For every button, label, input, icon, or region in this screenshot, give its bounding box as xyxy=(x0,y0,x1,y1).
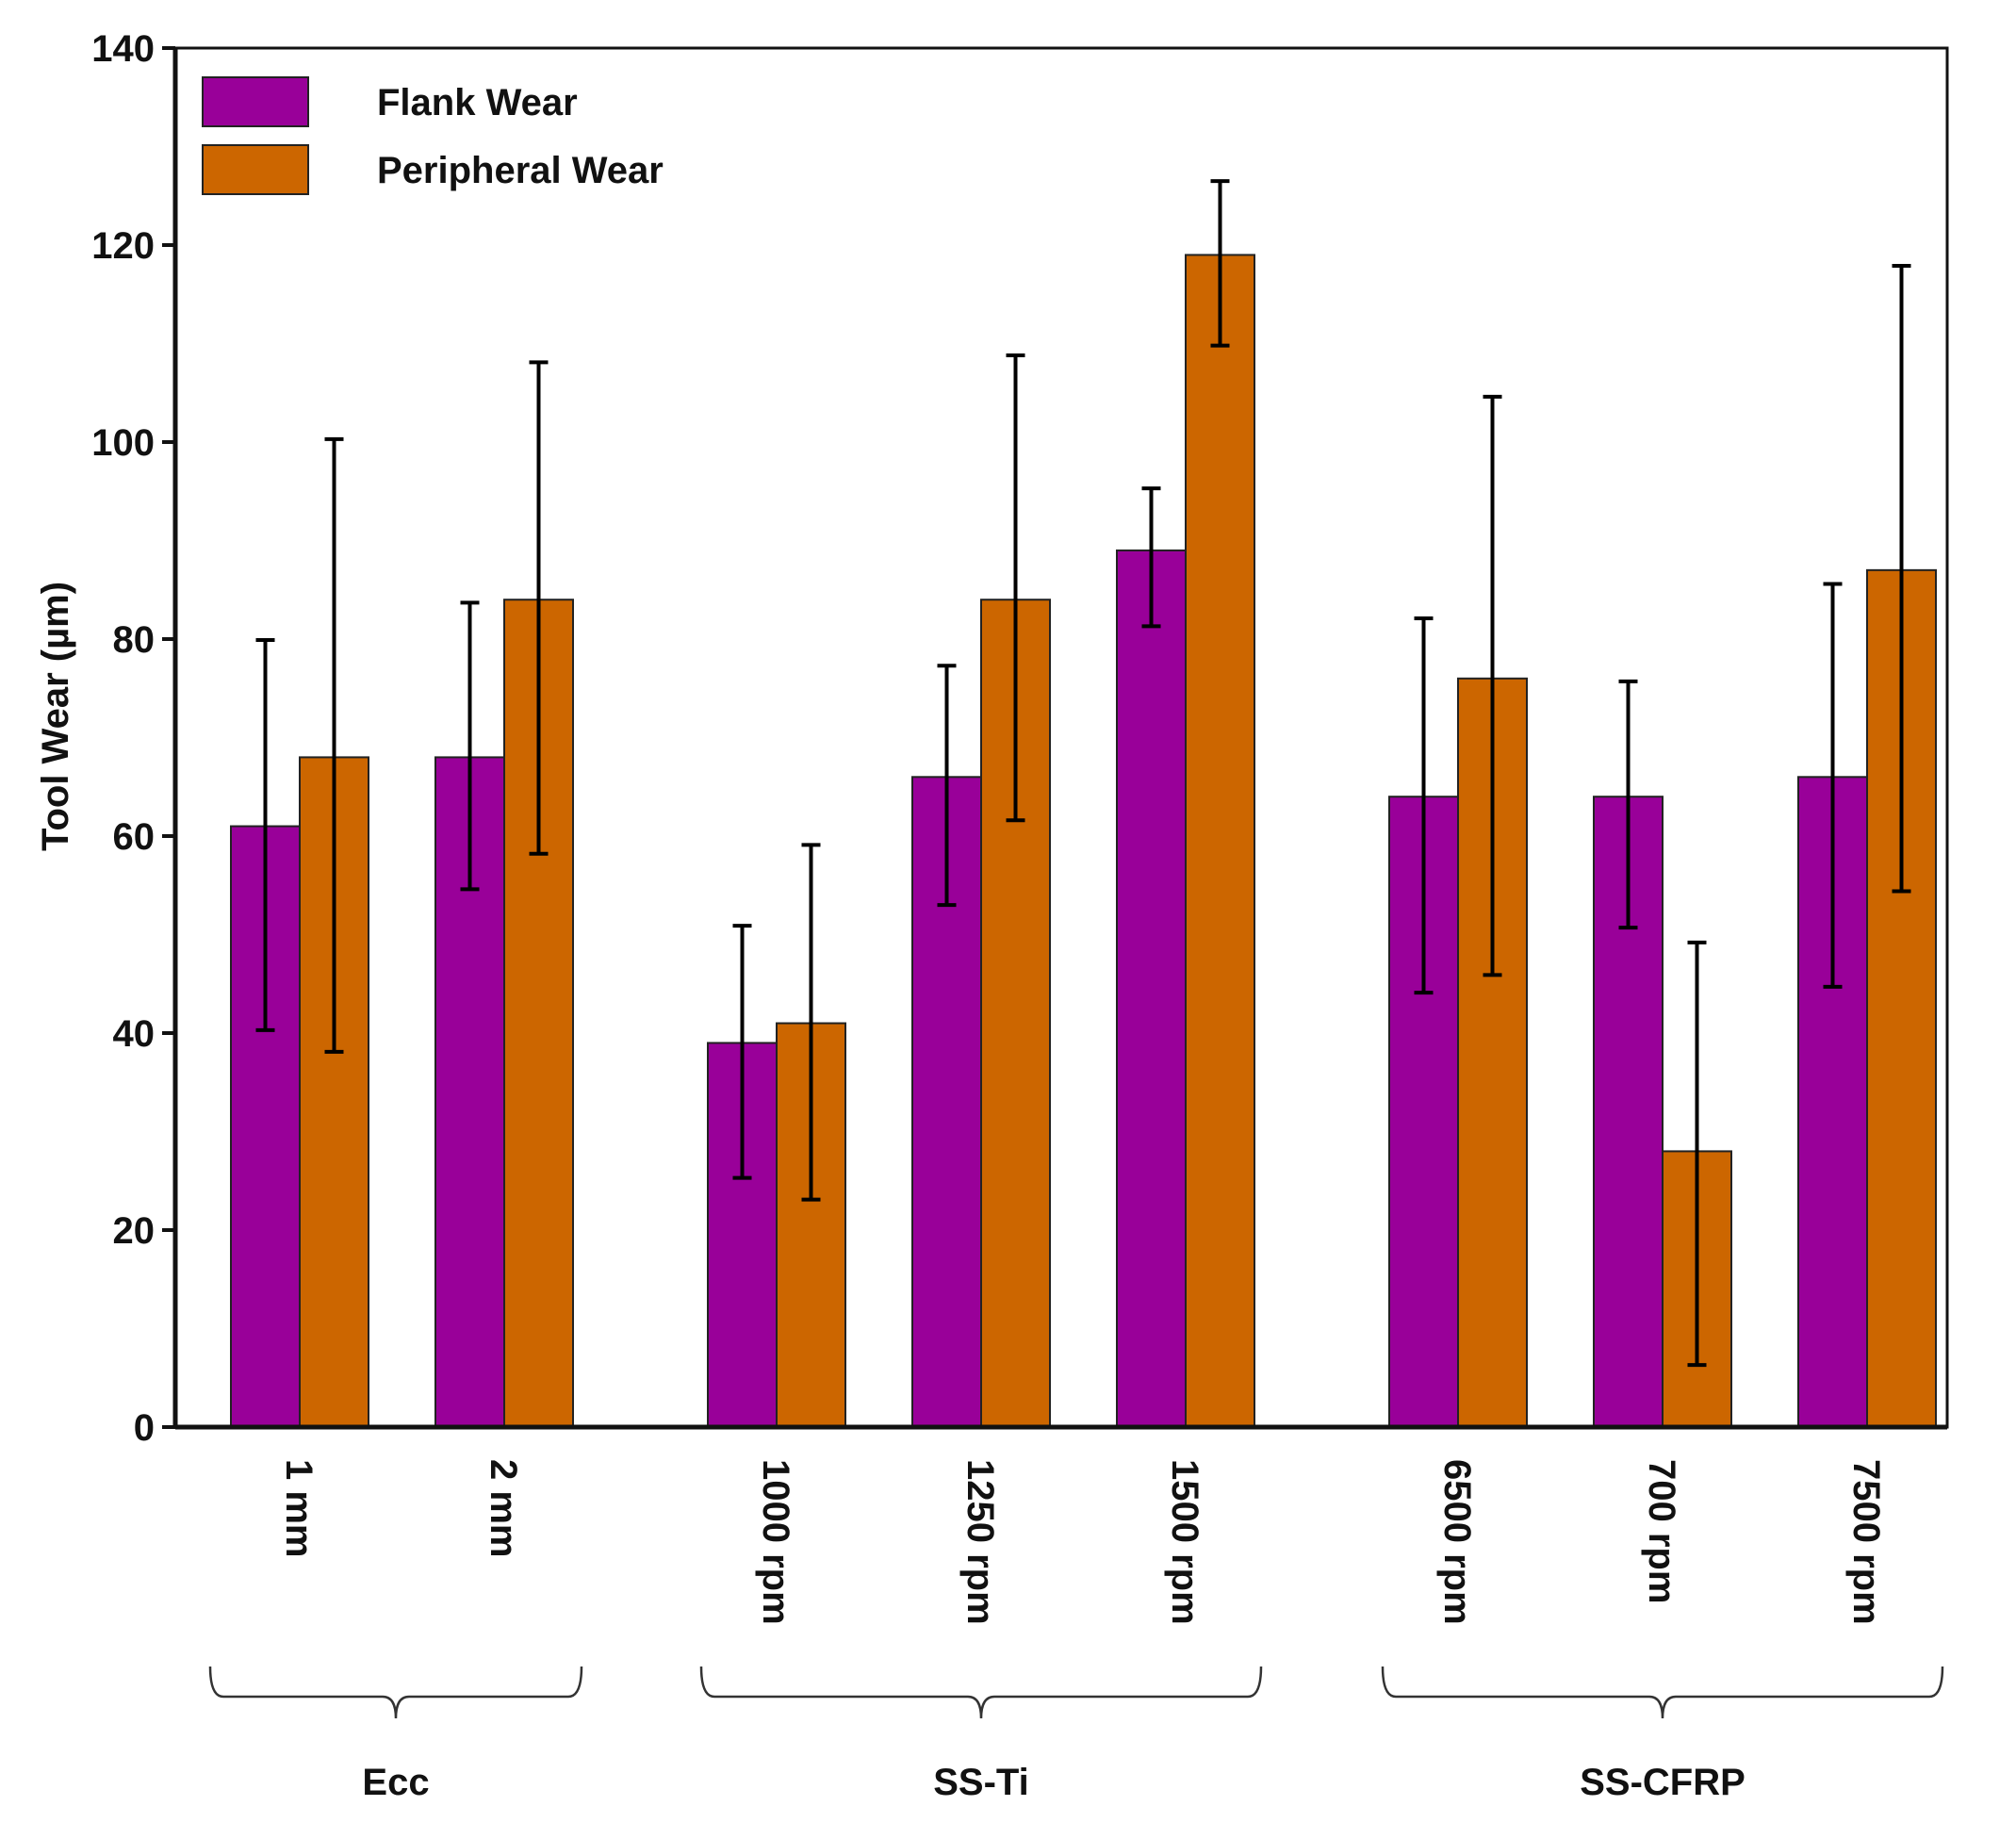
error-bar-flank-2-mm xyxy=(460,600,480,892)
legend: Flank Wear Peripheral Wear xyxy=(202,76,664,195)
y-tick-label-20: 20 xyxy=(113,1210,156,1252)
error-bar-peripheral-1000-rpm xyxy=(801,843,821,1202)
error-bars-layer xyxy=(255,179,1911,1368)
group-bracket-ecc xyxy=(208,1666,583,1719)
y-tick-label-0: 0 xyxy=(134,1407,155,1449)
legend-swatch-peripheral xyxy=(202,144,309,195)
error-bar-peripheral-1-mm xyxy=(324,436,344,1054)
y-tick-label-40: 40 xyxy=(113,1013,156,1055)
category-labels-layer: 1 mm 2 mm 1000 rpm 1250 rpm 1500 rpm 6500 rpm… xyxy=(208,1459,1944,1803)
error-bar-flank-1-mm xyxy=(255,638,275,1032)
error-bar-flank-1000-rpm xyxy=(732,924,752,1180)
error-bar-peripheral-700-rpm xyxy=(1687,940,1707,1368)
legend-label-flank: Flank Wear xyxy=(377,82,578,123)
error-bar-peripheral-2-mm xyxy=(529,360,549,856)
error-bar-flank-1500-rpm xyxy=(1141,486,1161,629)
y-tick-label-80: 80 xyxy=(113,619,156,661)
y-tick-label-140: 140 xyxy=(91,28,155,70)
bar-peripheral-1500-rpm xyxy=(1185,254,1255,1429)
error-bar-peripheral-1250-rpm xyxy=(1006,353,1025,823)
category-label-6500-rpm: 6500 rpm xyxy=(1436,1459,1478,1625)
group-label-ss-ti: SS-Ti xyxy=(933,1762,1029,1803)
group-label-ecc: Ecc xyxy=(362,1762,429,1803)
group-bracket-ss-ti xyxy=(699,1666,1263,1719)
y-tick-label-100: 100 xyxy=(91,422,155,464)
category-label-1250-rpm: 1250 rpm xyxy=(959,1459,1001,1625)
error-bar-peripheral-7500-rpm xyxy=(1892,263,1911,894)
bar-flank-1500-rpm xyxy=(1116,549,1187,1428)
y-axis-label: Tool Wear (µm) xyxy=(35,582,76,851)
legend-label-peripheral: Peripheral Wear xyxy=(377,150,664,191)
error-bar-flank-1250-rpm xyxy=(937,664,957,908)
legend-swatch-flank xyxy=(202,76,309,127)
group-label-ss-cfrp: SS-CFRP xyxy=(1580,1762,1746,1803)
category-label-700-rpm: 700 rpm xyxy=(1641,1459,1682,1603)
y-tick-label-120: 120 xyxy=(91,225,155,267)
error-bar-flank-6500-rpm xyxy=(1414,616,1434,995)
category-label-2-mm: 2 mm xyxy=(483,1459,524,1558)
error-bar-peripheral-6500-rpm xyxy=(1483,394,1502,977)
category-label-1-mm: 1 mm xyxy=(278,1459,320,1558)
category-label-1000-rpm: 1000 rpm xyxy=(755,1459,796,1625)
category-label-7500-rpm: 7500 rpm xyxy=(1845,1459,1887,1625)
bars-layer xyxy=(230,254,1937,1429)
error-bar-flank-7500-rpm xyxy=(1823,582,1843,989)
category-label-1500-rpm: 1500 rpm xyxy=(1164,1459,1205,1625)
y-tick-label-60: 60 xyxy=(113,816,156,858)
error-bar-flank-700-rpm xyxy=(1618,679,1638,930)
error-bar-peripheral-1500-rpm xyxy=(1210,179,1230,348)
group-bracket-ss-cfrp xyxy=(1381,1666,1944,1719)
axis-layer: 0 20 40 60 80 100 120 140 xyxy=(91,28,1947,1449)
